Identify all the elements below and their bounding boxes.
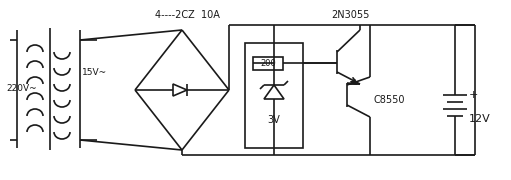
Text: 200: 200 xyxy=(260,58,276,68)
Text: +: + xyxy=(469,90,478,100)
Text: 220V~: 220V~ xyxy=(6,84,37,93)
Text: 4----2CZ  10A: 4----2CZ 10A xyxy=(155,10,220,20)
Text: 12V: 12V xyxy=(469,114,491,124)
Bar xyxy=(253,57,283,70)
Text: 15V~: 15V~ xyxy=(82,68,107,76)
Text: 3V: 3V xyxy=(268,115,281,125)
Bar xyxy=(245,43,303,148)
Text: C8550: C8550 xyxy=(373,95,405,105)
Text: 2N3055: 2N3055 xyxy=(331,10,369,20)
